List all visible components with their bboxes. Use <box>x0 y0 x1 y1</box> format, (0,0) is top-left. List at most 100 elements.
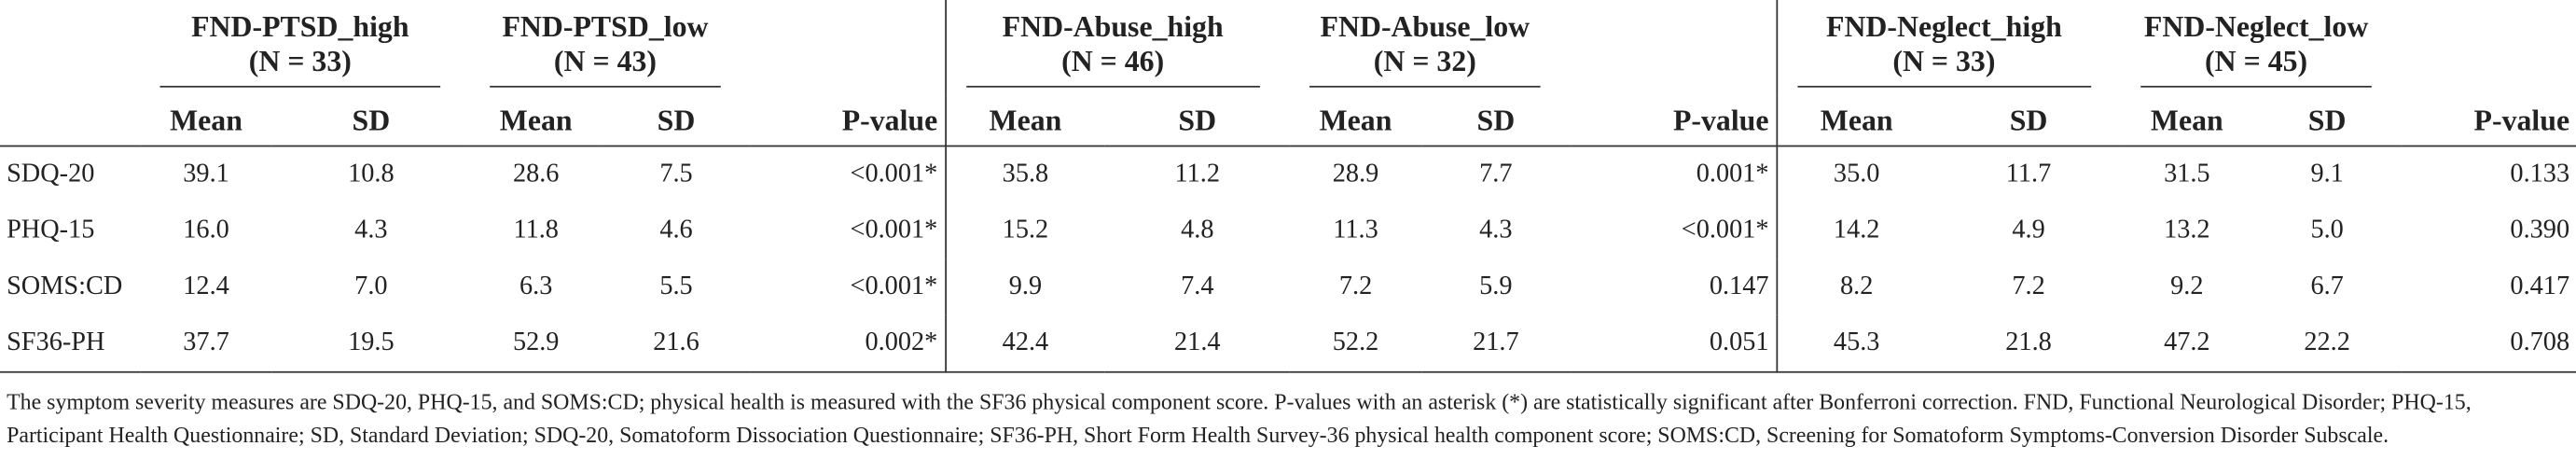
row-label: SDQ-20 <box>7 160 95 188</box>
p-value-header: P-value <box>750 95 947 147</box>
p-value-header: P-value <box>2401 95 2576 147</box>
group-n: (N = 46) <box>1061 43 1165 77</box>
p-value-cell: 0.147 <box>1570 258 1778 315</box>
p-spacer <box>2402 0 2576 96</box>
value-cell: 7.7 <box>1479 160 1513 188</box>
value-cell: 47.2 <box>2121 314 2253 373</box>
value-cell: 11.2 <box>1174 160 1221 188</box>
group-header: FND-Neglect_low (N = 45) <box>2121 0 2402 96</box>
group-n: (N = 33) <box>248 43 352 77</box>
value-cell: 16.0 <box>183 216 229 244</box>
corner-cell <box>0 0 140 96</box>
value-cell: 11.7 <box>2005 160 2052 188</box>
corner-cell <box>0 95 141 147</box>
p-value-cell: 0.133 <box>2510 160 2570 188</box>
data-row: SF36-PH 37.7 19.5 52.9 21.6 0.002* 42.4 21.4 52.… <box>0 314 2576 373</box>
group-n: (N = 45) <box>2205 43 2308 77</box>
value-cell: 4.6 <box>659 216 693 244</box>
data-table: FND-PTSD_high (N = 33) FND-PTSD_low (N = 43… <box>0 0 2576 373</box>
value-cell: 6.3 <box>519 272 553 300</box>
group-header: FND-PTSD_high (N = 33) <box>140 0 470 96</box>
column-header: Mean <box>469 95 602 147</box>
group-header: FND-Neglect_high (N = 33) <box>1776 0 2121 96</box>
column-header: Mean <box>2121 95 2253 147</box>
group-label: FND-Abuse_low (N = 32) <box>1309 9 1541 87</box>
column-header: SD <box>271 95 470 147</box>
value-cell: 22.2 <box>2252 314 2402 373</box>
value-cell: 21.7 <box>1421 314 1571 373</box>
value-cell: 45.3 <box>1776 314 1937 373</box>
value-cell: 4.9 <box>2012 216 2045 244</box>
group-name: FND-Abuse_low <box>1320 8 1530 43</box>
value-cell: 7.5 <box>659 160 693 188</box>
column-header: SD <box>1421 95 1571 147</box>
data-row: SDQ-20 39.1 10.8 28.6 7.5 <0.001* 35.8 11.2 28.9… <box>0 146 2576 203</box>
value-cell: 13.2 <box>2164 216 2210 244</box>
p-value-cell: <0.001* <box>750 202 947 259</box>
value-cell: 7.4 <box>1181 272 1214 300</box>
column-header: Mean <box>140 95 272 147</box>
value-cell: 7.0 <box>354 272 388 300</box>
value-cell: 7.2 <box>2012 272 2045 300</box>
group-label: FND-Abuse_high (N = 46) <box>965 9 1260 87</box>
group-name: FND-PTSD_low <box>502 8 709 43</box>
column-header: SD <box>1936 95 2122 147</box>
value-cell: 42.4 <box>945 314 1105 373</box>
value-cell: 35.8 <box>1002 160 1049 188</box>
p-value-cell: 0.001* <box>1570 146 1778 203</box>
p-spacer <box>1570 0 1778 96</box>
column-header: Mean <box>1776 95 1937 147</box>
group-name: FND-Neglect_low <box>2143 8 2369 43</box>
value-cell: 12.4 <box>183 272 229 300</box>
value-cell: 37.7 <box>140 314 272 373</box>
value-cell: 5.5 <box>659 272 693 300</box>
value-cell: 31.5 <box>2164 160 2210 188</box>
value-cell: 4.3 <box>354 216 388 244</box>
group-label: FND-PTSD_low (N = 43) <box>490 9 721 87</box>
value-cell: 11.3 <box>1333 216 1378 244</box>
value-cell: 14.2 <box>1833 216 1880 244</box>
column-header: Mean <box>945 95 1105 147</box>
value-cell: 9.2 <box>2170 272 2204 300</box>
value-cell: 21.4 <box>1104 314 1290 373</box>
value-cell: 52.9 <box>469 314 602 373</box>
group-name: FND-Neglect_high <box>1826 8 2062 43</box>
data-row: PHQ-15 16.0 4.3 11.8 4.6 <0.001* 15.2 4.8 11.3 4.… <box>0 202 2576 259</box>
value-cell: 28.6 <box>512 160 560 188</box>
value-cell: 39.1 <box>183 160 229 188</box>
value-cell: 35.0 <box>1833 160 1880 188</box>
column-header: SD <box>1104 95 1290 147</box>
header-row: FND-PTSD_high (N = 33) FND-PTSD_low (N = 43… <box>0 0 2576 96</box>
group-label: FND-Neglect_high (N = 33) <box>1796 8 2092 87</box>
value-cell: 21.6 <box>602 314 751 373</box>
group-name: FND-PTSD_high <box>191 8 409 43</box>
p-value-cell: <0.001* <box>750 258 947 315</box>
p-value-cell: 0.417 <box>2510 272 2570 300</box>
p-value-cell: <0.001* <box>1570 202 1778 259</box>
column-header: SD <box>602 95 751 147</box>
row-label: SF36-PH <box>0 314 141 373</box>
data-row: SOMS:CD 12.4 7.0 6.3 5.5 <0.001* 9.9 7.4 7.2 5.9 0… <box>0 258 2576 315</box>
group-n: (N = 32) <box>1373 43 1476 77</box>
value-cell: 8.2 <box>1840 272 1874 300</box>
group-label: FND-PTSD_high (N = 33) <box>159 8 441 87</box>
group-header: FND-PTSD_low (N = 43) <box>470 0 751 96</box>
column-header: Mean <box>1289 95 1422 147</box>
p-spacer <box>750 0 947 96</box>
p-value-cell: <0.001* <box>750 146 947 203</box>
value-cell: 5.9 <box>1479 272 1513 300</box>
value-cell: 7.2 <box>1338 272 1373 300</box>
group-n: (N = 43) <box>553 43 658 77</box>
p-value-cell: 0.708 <box>2401 314 2576 373</box>
p-value-header: P-value <box>1570 95 1778 147</box>
group-n: (N = 33) <box>1892 43 1996 77</box>
value-cell: 9.1 <box>2310 160 2344 188</box>
value-cell: 15.2 <box>1002 216 1049 244</box>
header-row: Mean SD Mean SD P-value Mean SD Mean SD P-value Me… <box>0 95 2576 147</box>
value-cell: 5.0 <box>2310 216 2344 244</box>
group-header: FND-Abuse_low (N = 32) <box>1290 0 1571 96</box>
row-label: PHQ-15 <box>7 216 95 244</box>
p-value-cell: 0.002* <box>750 314 947 373</box>
